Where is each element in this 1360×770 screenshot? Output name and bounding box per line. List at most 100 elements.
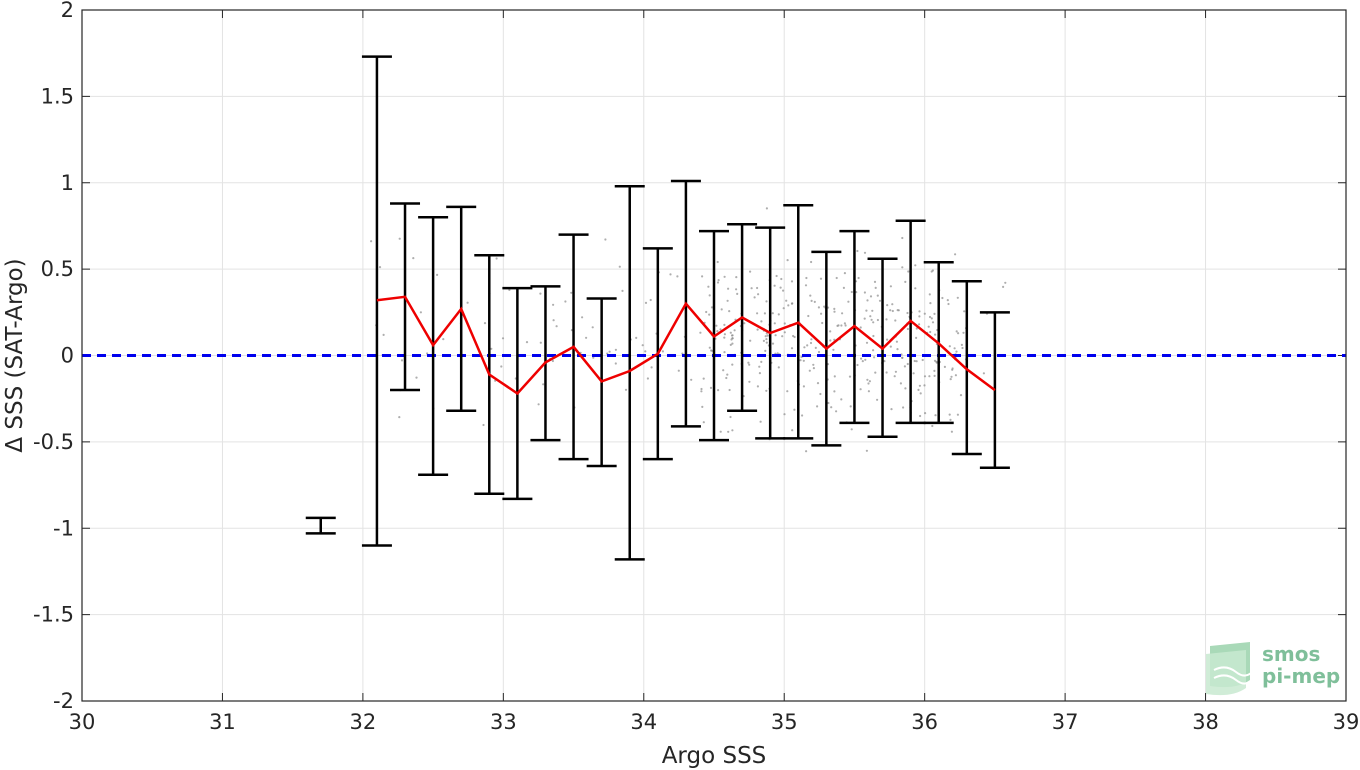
scatter-point (756, 286, 759, 290)
scatter-point (412, 257, 415, 260)
scatter-point (915, 327, 918, 330)
scatter-point (903, 365, 907, 368)
scatter-point (759, 420, 762, 423)
scatter-point (564, 300, 567, 303)
y-tick-label: 0 (61, 344, 74, 368)
scatter-point (844, 324, 847, 327)
scatter-point (950, 430, 954, 433)
scatter-point (775, 274, 778, 278)
scatter-point (901, 236, 904, 240)
scatter-point (805, 276, 808, 280)
y-tick-label: 2 (61, 0, 74, 22)
scatter-point (889, 345, 892, 348)
scatter-point (878, 299, 882, 302)
scatter-point (962, 331, 965, 334)
scatter-point (933, 312, 936, 315)
scatter-point (779, 286, 782, 289)
scatter-point (483, 322, 487, 325)
scatter-point (793, 335, 796, 339)
scatter-point (592, 356, 595, 359)
scatter-point (930, 317, 933, 320)
scatter-point (733, 329, 736, 332)
scatter-point (699, 331, 702, 334)
scatter-point (933, 374, 936, 377)
scatter-point (928, 293, 931, 296)
scatter-point (816, 405, 819, 408)
scatter-point (585, 336, 588, 339)
scatter-point (802, 385, 806, 388)
scatter-point (931, 321, 935, 324)
scatter-point (726, 373, 729, 376)
scatter-point (876, 294, 879, 297)
scatter-point (782, 289, 785, 292)
scatter-point (802, 359, 805, 362)
scatter-point (729, 331, 732, 334)
scatter-point (398, 237, 401, 240)
scatter-point (804, 284, 808, 287)
scatter-point (747, 361, 750, 364)
scatter-point (793, 408, 796, 411)
x-tick-label: 37 (1052, 710, 1079, 734)
scatter-point (624, 388, 628, 391)
scatter-point (809, 341, 813, 345)
scatter-point (959, 394, 963, 397)
scatter-point (730, 334, 734, 337)
scatter-point (765, 338, 768, 341)
scatter-point (777, 366, 780, 369)
scatter-point (710, 306, 714, 309)
scatter-point (419, 311, 422, 314)
scatter-point (904, 387, 907, 390)
scatter-point (865, 309, 868, 312)
scatter-point (896, 309, 899, 312)
scatter-point (539, 292, 542, 295)
scatter-point (490, 347, 493, 350)
scatter-point (899, 382, 903, 385)
scatter-point (702, 421, 705, 424)
scatter-point (895, 340, 899, 343)
scatter-point (760, 320, 763, 323)
scatter-point (872, 334, 875, 338)
scatter-point (859, 326, 862, 329)
scatter-point (790, 302, 794, 305)
scatter-point (929, 302, 932, 305)
scatter-point (837, 324, 840, 327)
scatter-point (774, 334, 777, 337)
scatter-point (702, 377, 705, 380)
scatter-point (482, 423, 485, 427)
scatter-point (717, 389, 720, 392)
logo-wave-icon (1206, 642, 1255, 696)
scatter-point (857, 276, 860, 280)
scatter-point (555, 325, 558, 328)
x-tick-label: 33 (490, 710, 517, 734)
scatter-point (810, 260, 813, 264)
scatter-point (901, 266, 904, 269)
scatter-point (865, 449, 869, 452)
scatter-point (960, 343, 964, 346)
scatter-point (716, 330, 719, 333)
scatter-point (812, 363, 815, 366)
scatter-point (758, 372, 762, 375)
plot-frame (81, 9, 1347, 702)
y-tick-label: 0.5 (41, 257, 74, 281)
scatter-point (918, 315, 921, 318)
scatter-point (551, 359, 555, 363)
scatter-point (757, 293, 760, 296)
scatter-point (669, 273, 672, 276)
scatter-point (946, 299, 949, 302)
scatter-point (867, 390, 871, 393)
scatter-point (948, 345, 951, 348)
scatter-point (748, 380, 751, 383)
scatter-point (902, 406, 905, 409)
scatter-point (886, 338, 889, 341)
scatter-point (781, 335, 784, 338)
scatter-point (723, 275, 726, 278)
scatter-point (646, 377, 650, 380)
scatter-point (773, 284, 776, 287)
scatter-point (777, 313, 780, 316)
scatter-point (725, 376, 728, 380)
scatter-point (870, 318, 873, 321)
scatter-point (829, 330, 832, 333)
scatter-point (727, 430, 730, 433)
scatter-point (729, 415, 732, 419)
